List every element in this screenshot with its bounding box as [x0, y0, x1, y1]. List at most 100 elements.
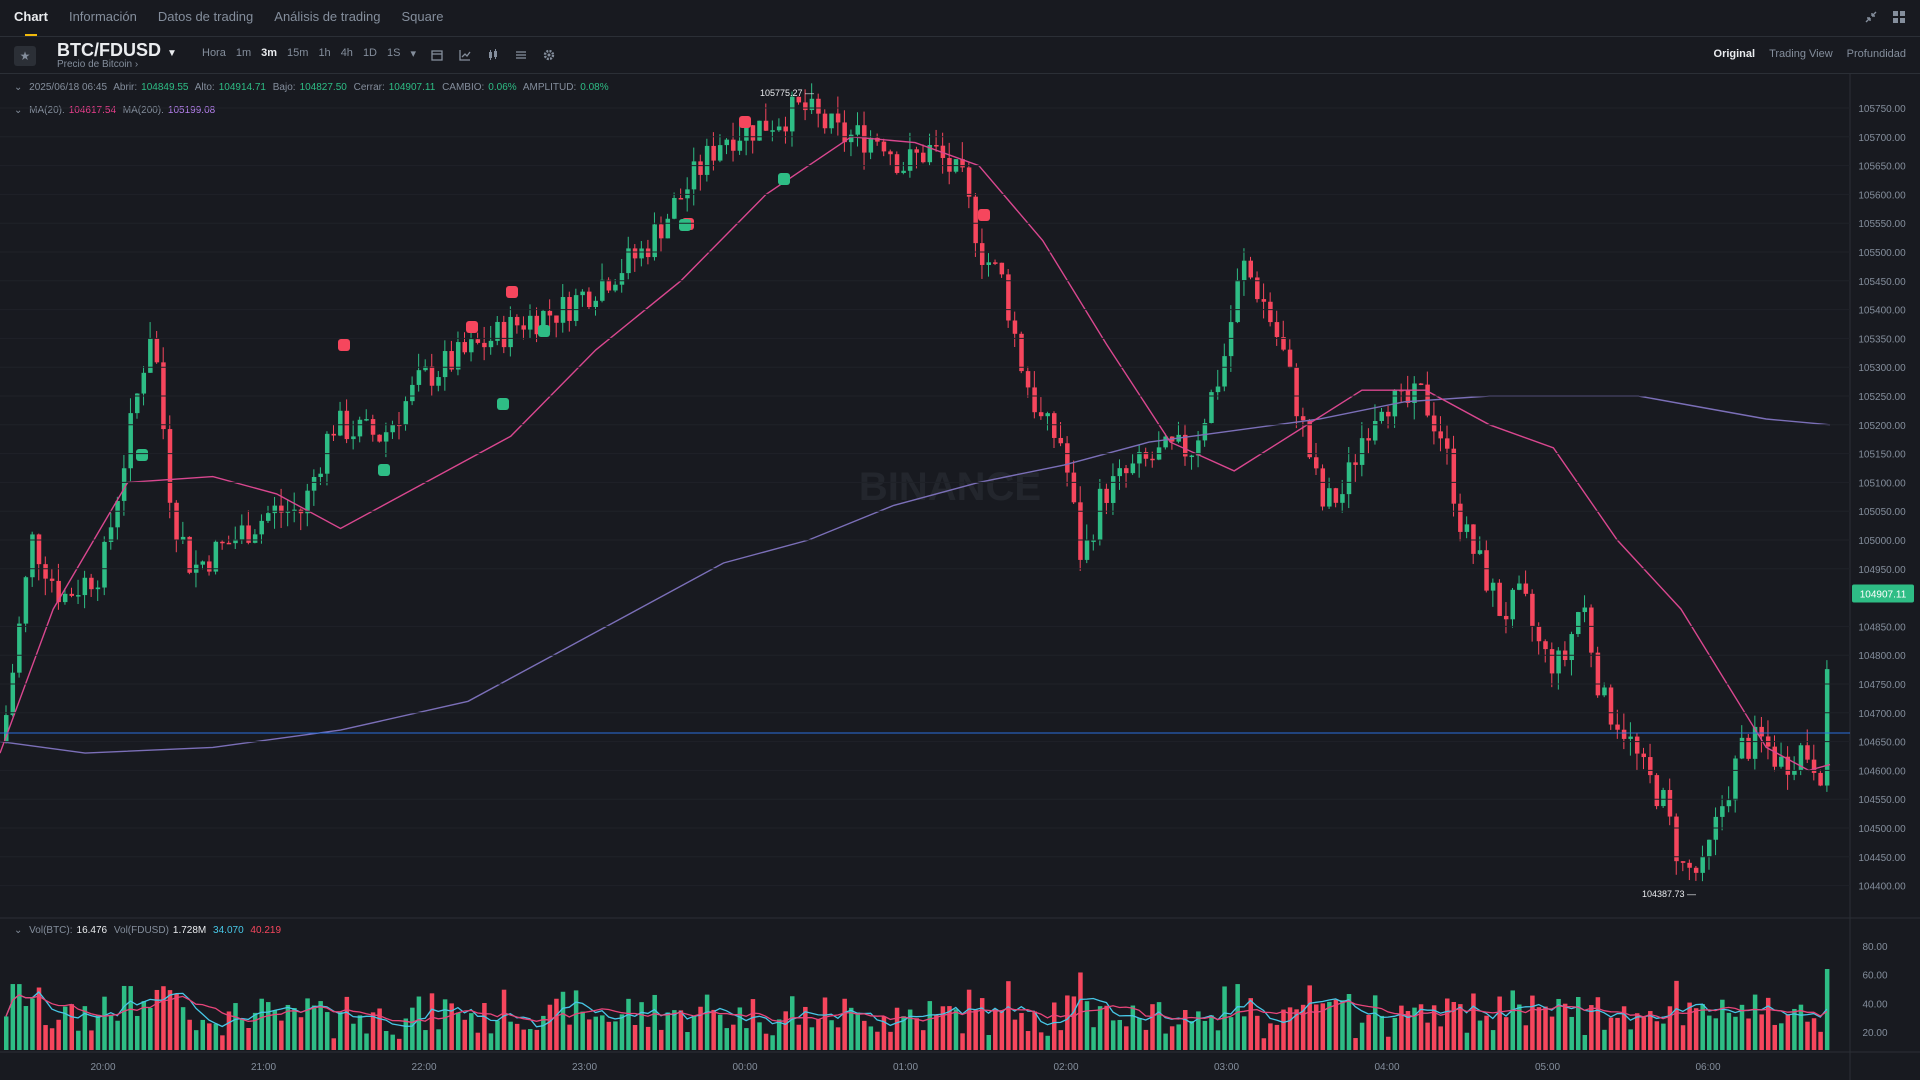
candle-body [1333, 488, 1339, 503]
chevron-down-icon[interactable]: ⌄ [14, 82, 23, 93]
candle-body [200, 561, 205, 565]
volume-bar [383, 1030, 389, 1050]
volume-bar [1084, 1001, 1090, 1050]
candle-body [881, 141, 887, 152]
candle-body [1517, 583, 1522, 590]
view-profundidad[interactable]: Profundidad [1846, 48, 1906, 60]
high-value: 104914.71 [218, 82, 266, 93]
price-tick-label: 104400.00 [1858, 882, 1906, 893]
chevron-down-icon: ▼ [167, 48, 177, 59]
candle-body [1811, 759, 1817, 773]
candle-body [1510, 589, 1515, 620]
candle-body [1228, 322, 1234, 357]
interval-3m[interactable]: 3m [261, 47, 278, 59]
volume-bar [370, 1012, 376, 1050]
candle-body [1661, 790, 1666, 807]
candle-body [1248, 260, 1253, 278]
layout-icon[interactable] [1892, 10, 1906, 24]
tab-chart[interactable]: Chart [14, 0, 48, 36]
candle-body [1412, 383, 1417, 403]
interval-1h[interactable]: 1h [318, 47, 331, 59]
volume-bar [1248, 998, 1253, 1050]
candle-body [770, 130, 775, 132]
tab-datos-de-trading[interactable]: Datos de trading [157, 9, 254, 24]
gear-icon[interactable] [542, 48, 556, 62]
buy-signal-badge [538, 325, 550, 337]
candle-body [1536, 626, 1542, 642]
calendar-icon[interactable] [430, 48, 444, 62]
candle-body [855, 125, 860, 135]
candle-body [1117, 468, 1122, 477]
interval-4h[interactable]: 4h [340, 47, 353, 59]
candle-body [1058, 437, 1064, 444]
volume-bar [691, 1016, 697, 1050]
volume-bar [776, 1019, 782, 1050]
interval-1d[interactable]: 1D [362, 47, 377, 59]
symbol-subtitle[interactable]: Precio de Bitcoin › [57, 59, 138, 70]
candle-body [894, 154, 900, 173]
candle-body [82, 577, 88, 596]
candle-body [1497, 582, 1502, 616]
candle-body [1045, 413, 1050, 417]
volume-bar [279, 1020, 284, 1050]
layout-settings-icon[interactable] [514, 48, 528, 62]
view-trading-view[interactable]: Trading View [1769, 48, 1833, 60]
candle-body [586, 291, 592, 308]
indicator-icon[interactable] [458, 48, 472, 62]
star-icon[interactable]: ★ [14, 46, 36, 66]
volume-bar [102, 996, 107, 1050]
chevron-down-icon[interactable]: ⌄ [14, 105, 23, 116]
volume-bar [1759, 1014, 1764, 1050]
price-tick-label: 105300.00 [1858, 363, 1906, 374]
candle-body [1215, 386, 1221, 393]
interval-15m[interactable]: 15m [287, 47, 309, 59]
interval-1m[interactable]: 1m [235, 47, 252, 59]
candle-body [528, 315, 533, 330]
candle-body [141, 372, 147, 394]
candle-body [1019, 333, 1024, 372]
minimize-icon[interactable] [1864, 10, 1878, 24]
candle-body [1294, 367, 1299, 417]
volume-bar [36, 987, 42, 1050]
volume-bar [95, 1014, 101, 1050]
volume-bar [737, 1007, 743, 1050]
interval-more-chevron-icon[interactable]: ▾ [410, 48, 416, 60]
candle-body [1137, 452, 1142, 464]
window-controls [1864, 10, 1906, 24]
low-price-marker: 104387.73 — [1642, 889, 1696, 899]
candle-body [600, 279, 605, 301]
candle-body [613, 284, 618, 291]
candle-body [1255, 277, 1260, 300]
symbol-selector[interactable]: BTC/FDUSD ▼ [57, 40, 177, 61]
buy-signal-badge [497, 398, 509, 410]
time-tick-label: 04:00 [1374, 1062, 1399, 1073]
volume-bar [1490, 1030, 1496, 1050]
volume-bar [1241, 1016, 1247, 1050]
volume-bar [1530, 995, 1535, 1050]
candle-body [1327, 488, 1332, 507]
candle-body [1379, 411, 1384, 421]
candle-body [364, 419, 369, 421]
volume-bar [1386, 1036, 1391, 1050]
vol-ma1-value: 34.070 [213, 925, 244, 936]
volume-bar [606, 1021, 612, 1050]
interval-hora[interactable]: Hora [202, 47, 226, 59]
volume-bar [1183, 1010, 1188, 1050]
volume-bar [4, 1016, 9, 1050]
volume-bar [1405, 1010, 1411, 1050]
ma20-value: 104617.54 [68, 105, 117, 116]
tab-informacion[interactable]: Información [68, 9, 137, 24]
volume-bar [645, 1026, 651, 1050]
candle-body [1209, 392, 1214, 424]
interval-1s[interactable]: 1S [387, 47, 401, 59]
tab-analisis-de-trading[interactable]: Análisis de trading [274, 9, 381, 24]
chevron-down-icon[interactable]: ⌄ [14, 925, 23, 936]
candle-type-icon[interactable] [486, 48, 500, 62]
volume-bar [1608, 1017, 1614, 1050]
candle-body [436, 377, 441, 386]
tab-square[interactable]: Square [401, 9, 444, 24]
view-original[interactable]: Original [1713, 48, 1756, 60]
candle-body [1445, 438, 1450, 449]
chevron-right-icon: › [134, 59, 139, 70]
